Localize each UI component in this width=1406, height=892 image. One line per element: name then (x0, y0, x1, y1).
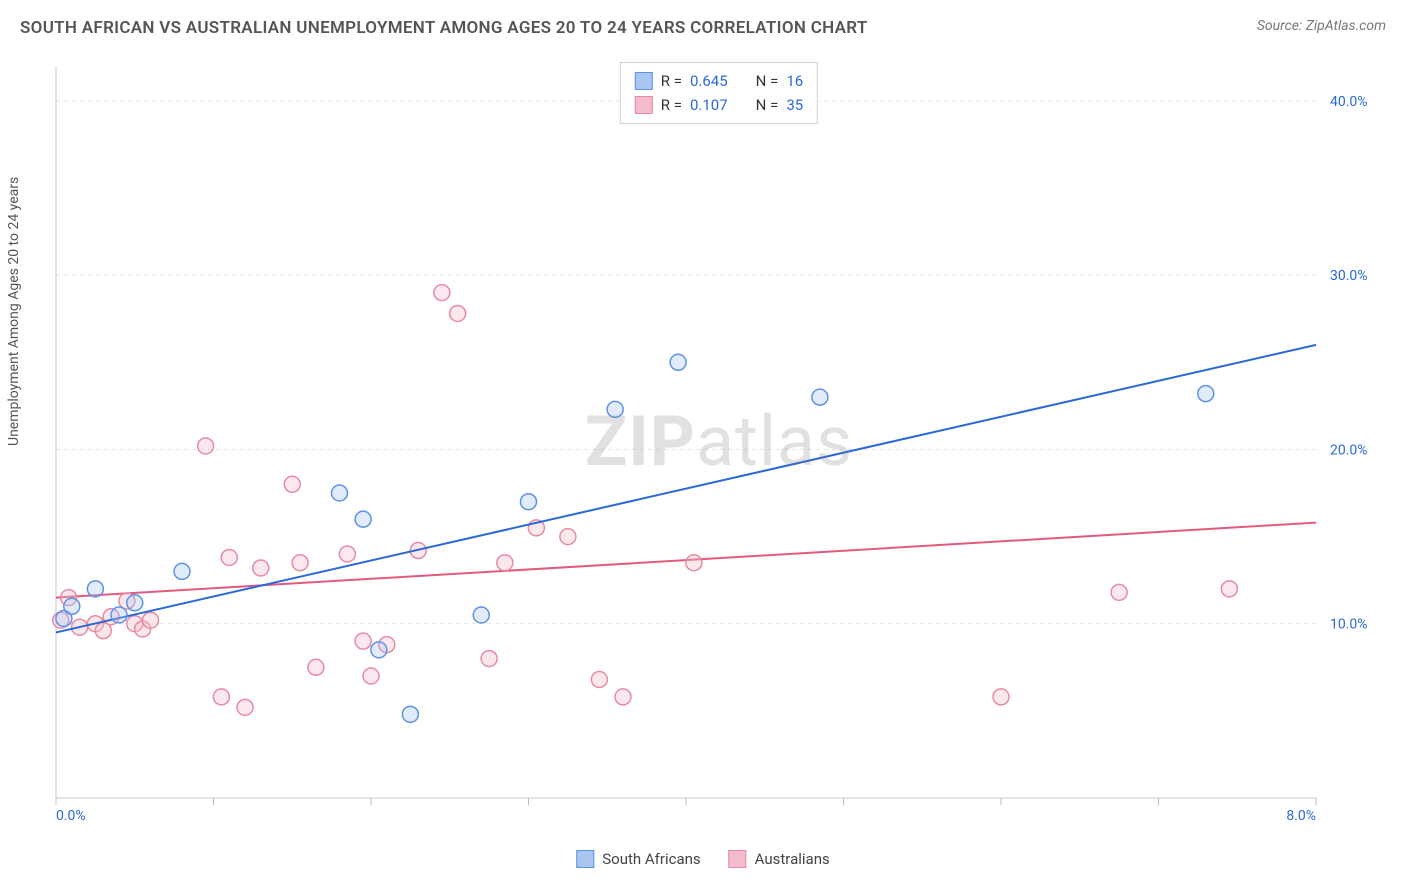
swatch-australians (635, 96, 653, 114)
svg-text:20.0%: 20.0% (1330, 442, 1368, 458)
legend-item-au: Australians (729, 850, 830, 868)
legend-item-sa: South Africans (576, 850, 700, 868)
svg-text:10.0%: 10.0% (1330, 617, 1368, 633)
stats-legend-box: R = 0.645 N = 16 R = 0.107 N = 35 (620, 62, 818, 124)
stats-row-sa: R = 0.645 N = 16 (635, 69, 803, 93)
swatch-south-africans (576, 850, 594, 868)
chart-title: SOUTH AFRICAN VS AUSTRALIAN UNEMPLOYMENT… (20, 18, 868, 38)
series-legend: South Africans Australians (576, 850, 829, 868)
svg-text:30.0%: 30.0% (1330, 268, 1368, 284)
source-label: Source: ZipAtlas.com (1257, 18, 1386, 34)
svg-text:8.0%: 8.0% (1286, 808, 1316, 822)
chart-area: 10.0%20.0%30.0%40.0%0.0%8.0% ZIPatlas R … (52, 62, 1386, 822)
scatter-plot: 10.0% 20.0% 30.0% 40.0% 0.0% 8.0% (52, 62, 1386, 822)
y-axis-label: Unemployment Among Ages 20 to 24 years (6, 177, 22, 446)
stats-row-au: R = 0.107 N = 35 (635, 93, 803, 117)
svg-text:40.0%: 40.0% (1330, 94, 1368, 110)
swatch-south-africans (635, 72, 653, 90)
svg-text:0.0%: 0.0% (56, 808, 86, 822)
swatch-australians (729, 850, 747, 868)
